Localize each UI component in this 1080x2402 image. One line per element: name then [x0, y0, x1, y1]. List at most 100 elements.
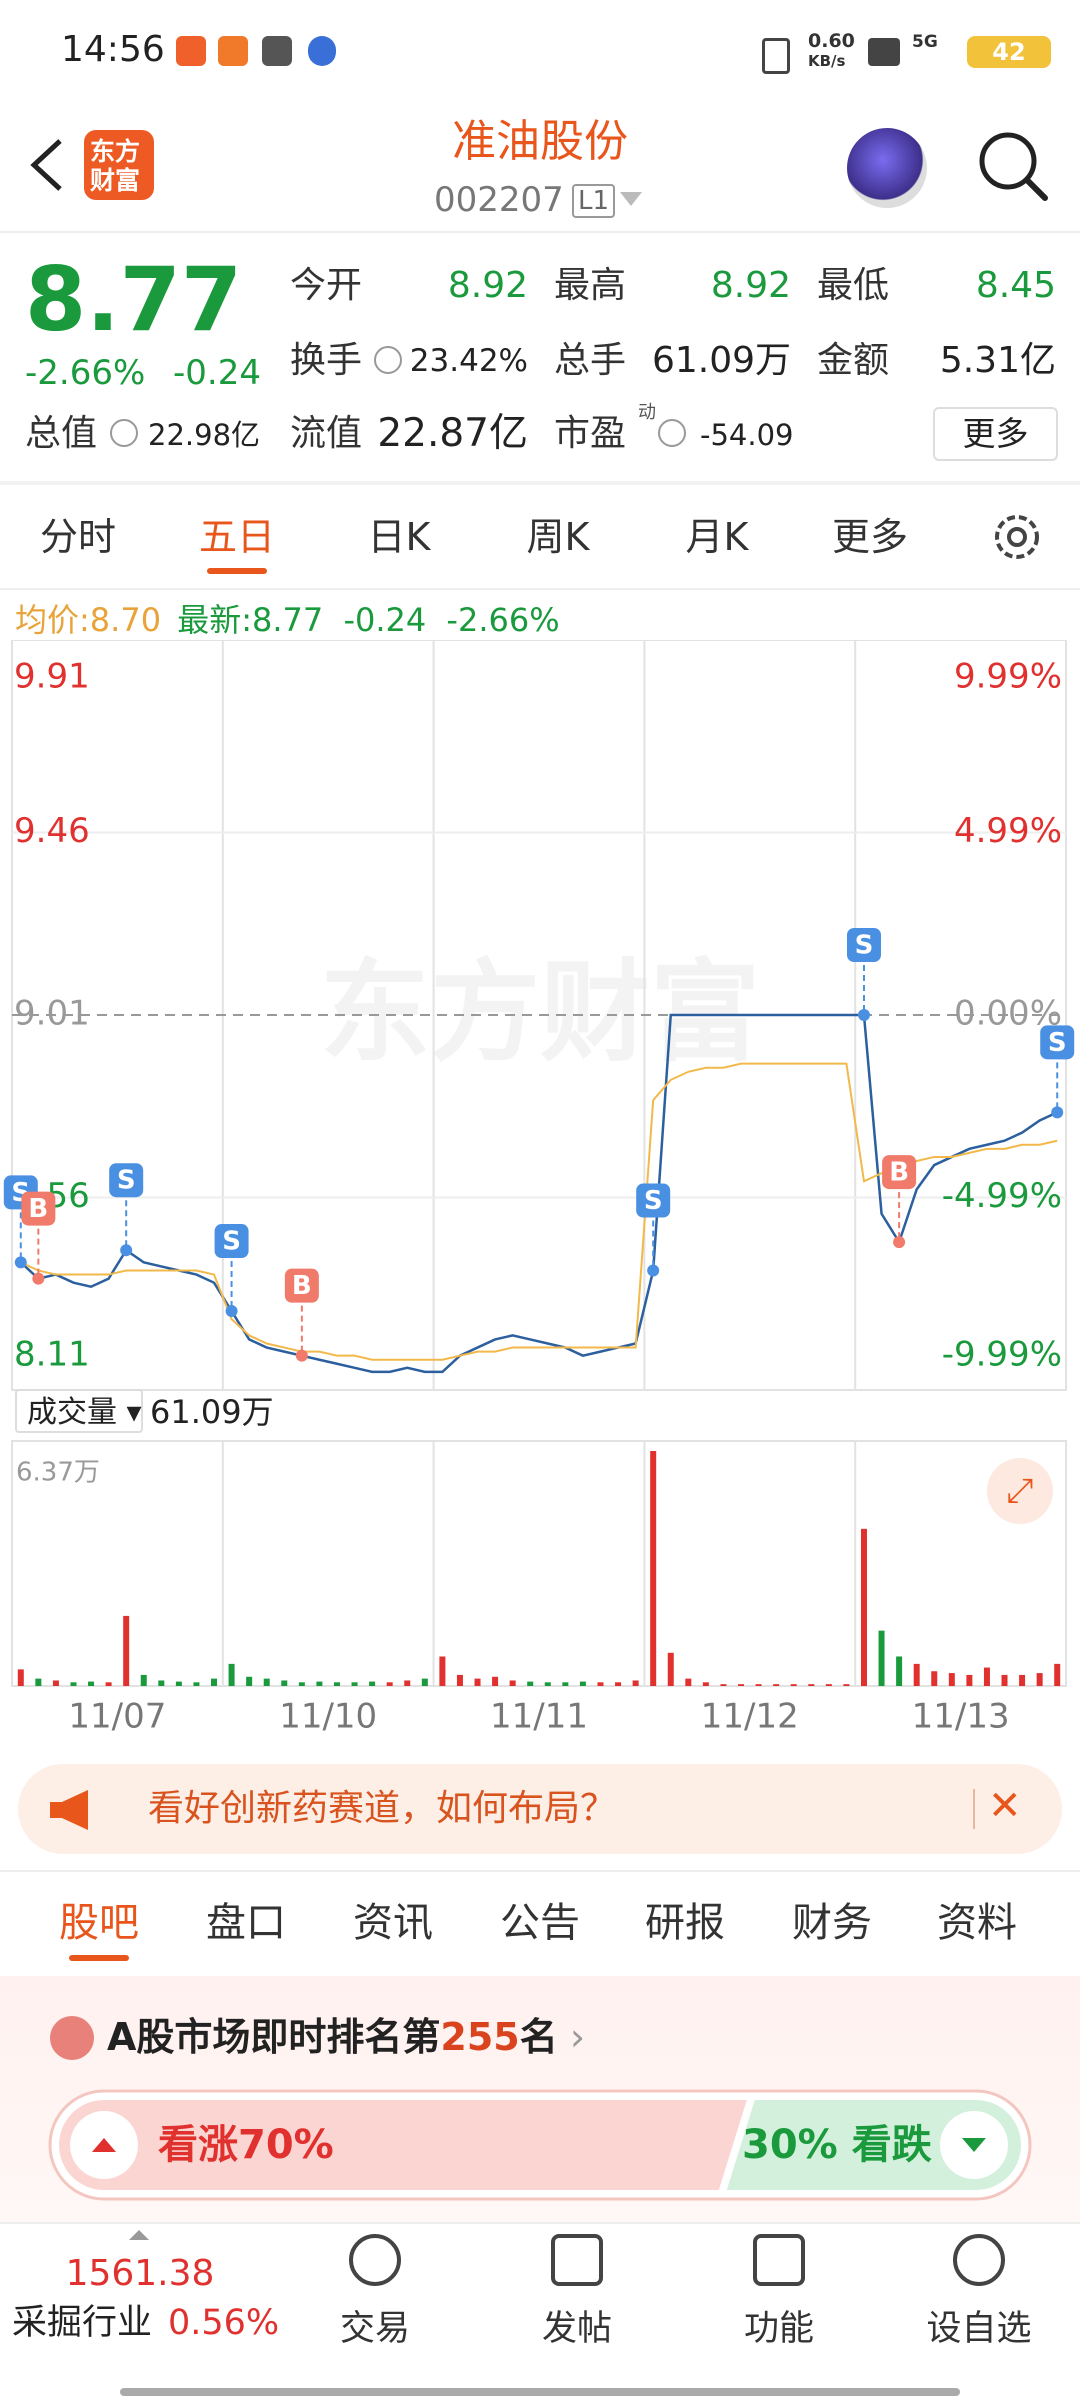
more-button[interactable]: 更多	[933, 407, 1058, 461]
volume-bar	[685, 1678, 692, 1686]
tab[interactable]: 五日	[198, 515, 275, 559]
tab[interactable]: 更多	[831, 515, 908, 559]
x-tick-label: 11/11	[490, 1697, 588, 1737]
tab[interactable]: 周K	[526, 515, 590, 559]
field-label: 市盈	[554, 413, 627, 454]
tab[interactable]: 公告	[500, 1900, 580, 1946]
indicator-name: 成交量	[27, 1395, 117, 1430]
trade-mark-label: B	[28, 1194, 48, 1224]
info-line: 均价:8.70 最新:8.77 -0.24 -2.66%	[15, 604, 560, 636]
tab[interactable]: 资料	[937, 1900, 1017, 1946]
volume-bar	[562, 1682, 569, 1686]
nav-icon	[753, 2234, 805, 2286]
nav-label[interactable]: 发帖	[541, 2309, 612, 2349]
search-button[interactable]	[975, 128, 1051, 204]
field-value: 8.92	[447, 265, 528, 306]
divider	[0, 588, 1080, 590]
trade-mark[interactable]	[214, 1224, 249, 1259]
avg-value: 8.70	[89, 601, 162, 639]
stock-code: 002207	[434, 180, 564, 220]
volume-bar	[140, 1674, 147, 1686]
tab[interactable]: 分时	[39, 515, 116, 559]
volume-bar	[720, 1684, 727, 1686]
robot-assistant[interactable]	[847, 128, 927, 208]
close-button[interactable]: ✕	[988, 1783, 1022, 1829]
trade-mark[interactable]	[284, 1268, 319, 1303]
trade-mark[interactable]	[21, 1191, 56, 1226]
volume-bar	[474, 1678, 481, 1686]
trade-mark-label: S	[644, 1186, 663, 1216]
volume-bar	[773, 1684, 780, 1686]
change-pct: -2.66%	[25, 353, 146, 393]
trade-mark[interactable]	[636, 1183, 671, 1218]
clock: 14:56	[61, 29, 165, 70]
info-icon[interactable]	[110, 419, 138, 447]
volume-bar	[860, 1528, 867, 1686]
last-price: 8.77	[25, 248, 243, 351]
x-tick-label: 11/07	[68, 1697, 166, 1737]
volume-bar	[896, 1656, 903, 1686]
tab[interactable]: 股吧	[59, 1900, 139, 1946]
tab[interactable]: 资讯	[353, 1900, 433, 1946]
y2-tick-label: -4.99%	[942, 1176, 1062, 1216]
back-arrow	[30, 139, 62, 191]
up-icon	[92, 2138, 116, 2152]
y2-tick-label: 4.99%	[954, 811, 1062, 851]
x-tick-label: 11/10	[279, 1697, 377, 1737]
y-tick-label: 8.11	[14, 1335, 90, 1375]
bear-segment	[726, 2100, 1021, 2190]
volume-bar	[843, 1684, 850, 1686]
nav-label[interactable]: 功能	[743, 2309, 814, 2349]
trade-mark[interactable]	[846, 928, 881, 962]
info-icon[interactable]	[374, 346, 402, 374]
tab[interactable]: 盘口	[206, 1900, 286, 1946]
trade-mark[interactable]	[882, 1155, 917, 1190]
average-line	[20, 1062, 1058, 1361]
indicator-select[interactable]: 成交量 ▾	[15, 1389, 143, 1433]
trade-mark[interactable]	[1040, 1025, 1075, 1060]
settings-button[interactable]	[990, 510, 1044, 564]
banner-text: 看好创新药赛道，如何布局？	[148, 1788, 617, 1829]
ranking-prefix: A股市场即时排名第	[107, 2015, 441, 2059]
volume-bar	[667, 1652, 674, 1686]
bear-label: 30%	[742, 2122, 838, 2168]
tab[interactable]: 财务	[792, 1900, 872, 1946]
bull-name: 看涨	[158, 2122, 238, 2168]
info-icon[interactable]	[658, 419, 686, 447]
volume-bar	[808, 1684, 815, 1686]
divider	[0, 231, 1080, 233]
trade-point	[893, 1236, 906, 1249]
tab[interactable]: 日K	[367, 515, 431, 559]
trade-point	[647, 1264, 660, 1277]
nav-label[interactable]: 交易	[339, 2309, 410, 2349]
trade-mark[interactable]	[109, 1163, 144, 1198]
trade-mark-label: B	[889, 1158, 909, 1188]
ranking[interactable]: A股市场即时排名第255名 ›	[107, 2015, 586, 2059]
nav-label[interactable]: 设自选	[926, 2309, 1032, 2349]
ranking-value: 255	[440, 2015, 520, 2059]
field-label: 金额	[817, 340, 890, 381]
volume-bar	[228, 1663, 235, 1686]
tab[interactable]: 月K	[685, 515, 749, 559]
expand-button[interactable]: ⤢	[987, 1458, 1053, 1524]
y2-tick-label: -9.99%	[942, 1335, 1062, 1375]
last-value: 8.77	[252, 601, 324, 639]
change: -0.24	[173, 353, 261, 393]
banner[interactable]: 看好创新药赛道，如何布局？ ✕	[18, 1764, 1062, 1854]
back-button[interactable]	[24, 135, 74, 195]
sector-name[interactable]: 采掘行业	[12, 2303, 153, 2343]
volume-bar	[369, 1681, 376, 1686]
volume-bar	[439, 1656, 446, 1686]
volume-bar	[1019, 1674, 1026, 1686]
volume-bar	[35, 1678, 42, 1686]
app-icon	[218, 36, 248, 66]
bull-label: 70%	[238, 2122, 334, 2168]
sector-index[interactable]: 1561.38	[65, 2253, 215, 2294]
tab[interactable]: 研报	[645, 1900, 725, 1946]
volume-frame	[11, 1440, 1067, 1687]
trade-point	[857, 1009, 870, 1021]
x-tick-label: 11/12	[701, 1697, 799, 1737]
field-value: -54.09	[700, 418, 794, 452]
volume-bar	[17, 1669, 24, 1686]
